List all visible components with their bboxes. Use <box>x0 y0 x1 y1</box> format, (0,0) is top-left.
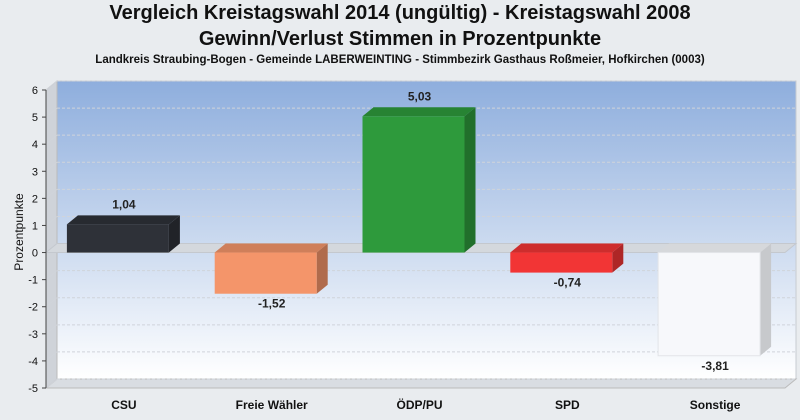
y-axis: 6 5 4 3 2 1 0 -1 -2 -3 -4 -5 <box>28 85 47 395</box>
bar-top <box>658 243 772 253</box>
bar-top <box>362 107 476 117</box>
bar-front <box>66 224 169 253</box>
bars <box>66 107 772 357</box>
x-tick-label: SPD <box>555 398 580 412</box>
bar <box>510 243 624 273</box>
bar <box>214 243 328 294</box>
y-axis-label: Prozentpunkte <box>12 193 26 271</box>
data-label: -3,81 <box>701 359 729 373</box>
grid-line <box>45 324 58 335</box>
data-label: -0,74 <box>554 276 582 290</box>
y-tick-label: -3 <box>28 329 38 341</box>
bar <box>657 243 772 357</box>
x-axis: CSU Freie Wähler ÖDP/PU SPD Sonstige <box>111 397 741 412</box>
y-tick-label: 2 <box>32 193 38 205</box>
grid-line <box>45 80 58 91</box>
bar-top <box>66 215 180 225</box>
data-label: -1,52 <box>258 297 286 311</box>
bar-front <box>362 116 465 253</box>
bar-front <box>510 252 613 273</box>
x-tick-label: Sonstige <box>690 398 741 412</box>
plot-side-wall <box>45 79 58 390</box>
bar-front <box>657 252 761 357</box>
grid-line <box>45 351 58 362</box>
bar-side <box>464 107 476 253</box>
plot-floor <box>44 378 798 389</box>
chart-title-line-2: Gewinn/Verlust Stimmen in Prozentpunkte <box>198 28 602 50</box>
chart-title: Vergleich Kreistagswahl 2014 (ungültig) … <box>109 2 691 24</box>
grid-line <box>45 134 58 145</box>
bar <box>66 215 180 253</box>
y-tick-label: 1 <box>32 220 38 232</box>
y-tick-label: -1 <box>28 275 38 287</box>
bar-front <box>214 252 317 294</box>
y-tick-label: 6 <box>32 85 38 97</box>
grid-line <box>45 216 58 226</box>
bar-top <box>510 243 624 253</box>
data-label: 5,03 <box>408 89 432 103</box>
y-tick-label: -4 <box>28 356 38 368</box>
bar-side <box>612 243 624 273</box>
value-labels: 1,04 -1,52 5,03 -0,74 -3,81 <box>112 89 729 372</box>
grid-line <box>45 107 58 118</box>
bar-top <box>214 243 328 253</box>
grid-line <box>45 188 58 199</box>
y-tick-label: 5 <box>32 112 38 124</box>
bar-side <box>168 215 180 253</box>
grid-line <box>45 378 58 389</box>
y-tick-label: 4 <box>32 139 38 151</box>
data-label: 1,04 <box>112 197 136 211</box>
grid-line <box>45 297 58 308</box>
bar <box>362 107 476 253</box>
chart-subtitle: Landkreis Straubing-Bogen - Gemeinde LAB… <box>95 54 705 66</box>
x-tick-label: CSU <box>111 398 136 412</box>
y-tick-label: -2 <box>28 302 38 314</box>
y-tick-label: -5 <box>28 383 38 395</box>
x-tick-label: Freie Wähler <box>236 398 308 412</box>
grid-line <box>45 270 58 281</box>
bar-side <box>316 243 328 294</box>
y-tick-label: 3 <box>32 166 38 178</box>
grid-line <box>45 161 58 172</box>
x-tick-label: ÖDP/PU <box>396 397 442 412</box>
y-tick-label: 0 <box>32 248 38 260</box>
bar-side <box>760 243 772 356</box>
